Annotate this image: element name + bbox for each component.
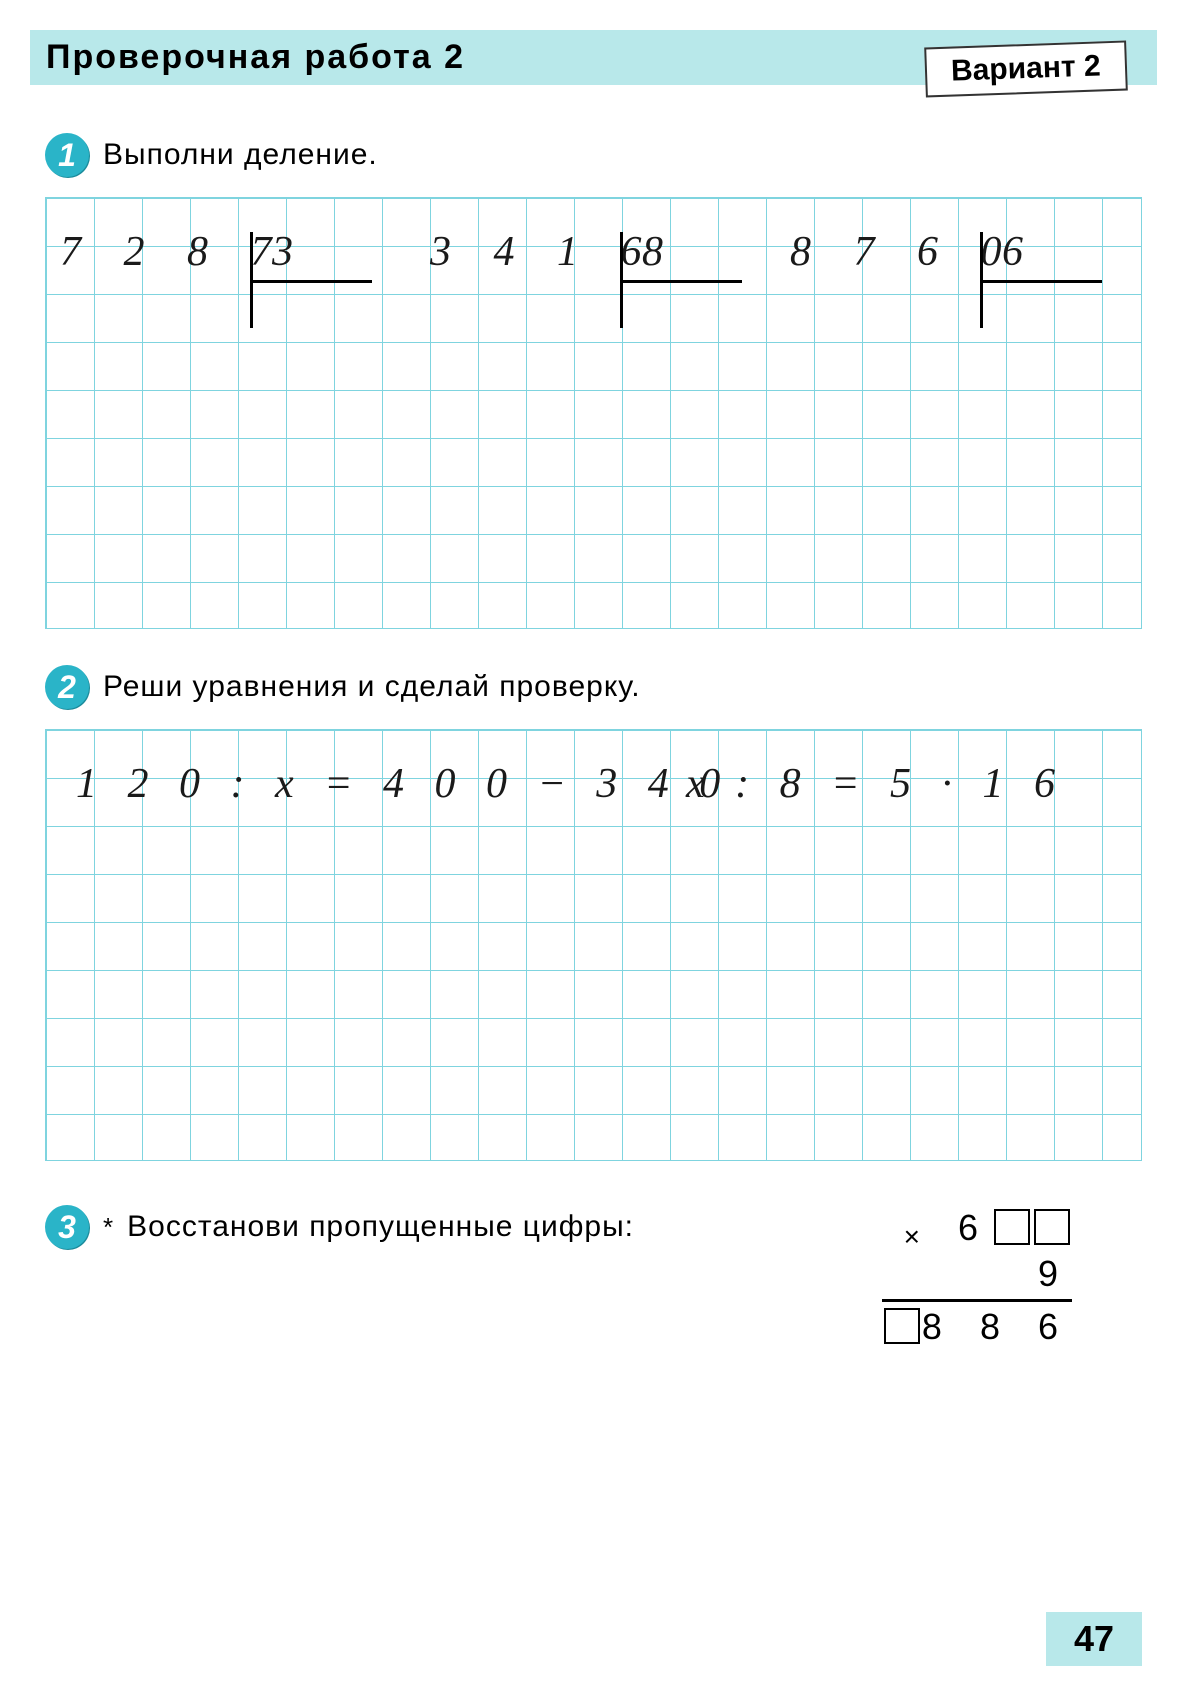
mult-row-second: 9 xyxy=(882,1251,1072,1297)
division-1-hline xyxy=(252,280,372,283)
division-2-dividend: 3 4 1 6 xyxy=(430,228,658,276)
variant-label: Вариант 2 xyxy=(925,40,1128,97)
grid-area-2[interactable]: 1 2 0 : x = 4 0 0 − 3 4 0 x : 8 = 5 · 1 … xyxy=(45,729,1142,1161)
worksheet-page: Проверочная работа 2 Вариант 2 1 Выполни… xyxy=(0,0,1187,1696)
missing-box-1[interactable] xyxy=(994,1209,1030,1245)
task-badge-1: 1 xyxy=(45,133,89,177)
division-3-hline xyxy=(982,280,1102,283)
task-1-text: Выполни деление. xyxy=(103,138,378,172)
header-bar: Проверочная работа 2 Вариант 2 xyxy=(30,30,1157,85)
task-2-text: Реши уравнения и сделай проверку. xyxy=(103,670,641,704)
grid-area-1[interactable]: 7 2 8 7 3 3 4 1 6 8 8 7 6 0 6 xyxy=(45,197,1142,629)
division-2-divisor: 8 xyxy=(642,228,679,276)
equation-1: 1 2 0 : x = 4 0 0 − 3 4 0 xyxy=(76,760,730,808)
task-badge-2: 2 xyxy=(45,665,89,709)
task-3-star: * xyxy=(103,1212,113,1243)
mult-line xyxy=(882,1299,1072,1302)
task-2-header: 2 Реши уравнения и сделай проверку. xyxy=(45,665,1142,709)
task-badge-3: 3 xyxy=(45,1205,89,1249)
equation-2: x : 8 = 5 · 1 6 xyxy=(686,760,1065,808)
division-2-hline xyxy=(622,280,742,283)
task-1-header: 1 Выполни деление. xyxy=(45,133,1142,177)
missing-box-2[interactable] xyxy=(1034,1209,1070,1245)
mult-row-result: 8 8 6 xyxy=(882,1304,1072,1350)
mult-sign: × xyxy=(904,1221,934,1252)
missing-box-3[interactable] xyxy=(884,1308,920,1344)
page-number: 47 xyxy=(1046,1612,1142,1666)
mult-row-top: × 6 xyxy=(882,1205,1072,1251)
task-3-text: Восстанови пропущенные цифры: xyxy=(127,1210,634,1244)
mult-second-digit: 9 xyxy=(1038,1253,1072,1294)
mult-top-digit: 6 xyxy=(958,1207,992,1248)
division-3-divisor: 6 xyxy=(1002,228,1039,276)
mult-result-known: 8 8 6 xyxy=(922,1306,1072,1347)
multiplication-problem[interactable]: × 6 9 8 8 6 xyxy=(882,1205,1072,1350)
worksheet-title: Проверочная работа 2 xyxy=(46,38,465,76)
division-1-dividend: 7 2 8 7 xyxy=(60,228,288,276)
division-3-dividend: 8 7 6 0 xyxy=(790,228,1018,276)
task-3-container: 3 * Восстанови пропущенные цифры: × 6 9 … xyxy=(45,1205,1142,1375)
task-3-number: 3 xyxy=(58,1209,76,1246)
division-1-divisor: 3 xyxy=(272,228,309,276)
